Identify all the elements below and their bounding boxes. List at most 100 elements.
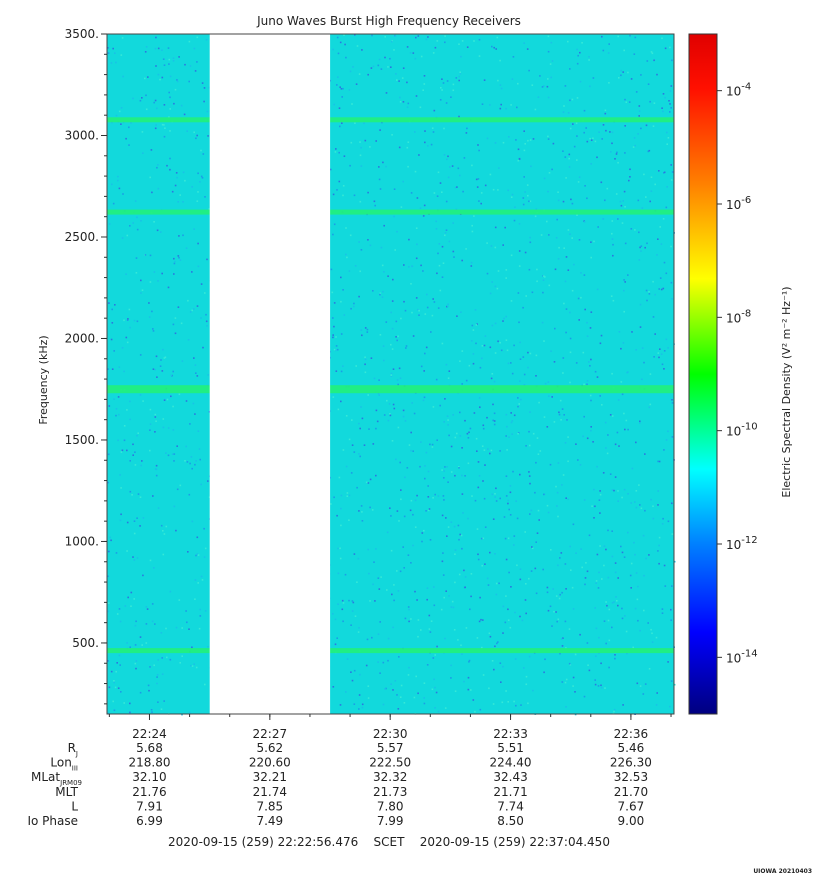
- noise-speck: [125, 273, 127, 275]
- noise-speck: [370, 357, 373, 359]
- noise-speck: [168, 91, 170, 94]
- y-tick-label: 2000.: [65, 331, 99, 345]
- noise-speck: [579, 51, 581, 54]
- noise-speck: [619, 200, 622, 203]
- noise-speck: [459, 411, 461, 414]
- noise-speck: [422, 270, 424, 272]
- noise-speck: [652, 505, 654, 507]
- noise-speck: [416, 494, 418, 497]
- noise-speck: [396, 230, 398, 233]
- noise-speck: [207, 135, 209, 137]
- noise-speck: [120, 513, 122, 516]
- data-gap: [209, 34, 331, 714]
- noise-speck: [523, 42, 525, 44]
- noise-speck: [657, 460, 659, 463]
- noise-speck: [447, 419, 449, 421]
- x-tick-label: 22:27: [253, 727, 288, 741]
- noise-speck: [499, 450, 501, 452]
- noise-speck: [204, 683, 206, 686]
- noise-speck: [547, 609, 550, 612]
- noise-speck: [350, 307, 352, 310]
- noise-speck: [459, 72, 462, 75]
- noise-speck: [657, 238, 659, 240]
- noise-speck: [206, 258, 208, 261]
- noise-speck: [404, 420, 407, 422]
- noise-speck: [431, 446, 434, 448]
- noise-speck: [560, 552, 563, 554]
- noise-speck: [406, 46, 409, 48]
- noise-speck: [646, 299, 648, 302]
- noise-speck: [469, 427, 472, 430]
- noise-speck: [133, 559, 136, 561]
- noise-speck: [442, 552, 444, 554]
- noise-speck: [204, 610, 207, 612]
- noise-speck: [598, 131, 600, 133]
- noise-speck: [167, 47, 170, 49]
- noise-speck: [431, 127, 434, 129]
- noise-speck: [118, 413, 120, 416]
- noise-speck: [205, 320, 208, 323]
- noise-speck: [638, 259, 641, 261]
- noise-speck: [652, 316, 655, 318]
- noise-speck: [149, 408, 152, 411]
- noise-speck: [509, 514, 512, 516]
- noise-speck: [658, 562, 660, 565]
- noise-speck: [652, 517, 655, 520]
- noise-speck: [656, 692, 658, 694]
- noise-speck: [496, 36, 499, 39]
- noise-speck: [380, 68, 383, 70]
- noise-speck: [445, 229, 448, 231]
- noise-speck: [402, 409, 405, 412]
- noise-speck: [577, 181, 580, 183]
- noise-speck: [152, 495, 154, 497]
- noise-speck: [196, 61, 198, 63]
- noise-speck: [392, 689, 394, 691]
- noise-speck: [392, 278, 394, 281]
- noise-speck: [540, 234, 543, 236]
- noise-speck: [409, 509, 412, 512]
- noise-speck: [196, 36, 199, 39]
- noise-speck: [393, 215, 395, 218]
- noise-speck: [458, 115, 460, 118]
- noise-speck: [333, 496, 335, 499]
- noise-speck: [648, 554, 650, 556]
- noise-speck: [122, 193, 124, 195]
- noise-speck: [189, 711, 191, 714]
- noise-speck: [351, 103, 353, 105]
- noise-speck: [627, 274, 629, 276]
- noise-speck: [391, 300, 394, 302]
- noise-speck: [360, 329, 363, 331]
- noise-speck: [423, 75, 426, 77]
- noise-speck: [199, 615, 202, 617]
- noise-speck: [110, 670, 113, 673]
- noise-speck: [529, 241, 532, 244]
- noise-speck: [393, 188, 396, 190]
- noise-speck: [530, 570, 533, 572]
- noise-speck: [411, 402, 413, 404]
- noise-speck: [620, 381, 623, 383]
- noise-speck: [136, 228, 139, 231]
- noise-speck: [608, 608, 611, 611]
- noise-speck: [593, 240, 595, 243]
- noise-speck: [468, 364, 471, 367]
- noise-speck: [330, 503, 332, 505]
- noise-speck: [166, 656, 168, 659]
- noise-speck: [489, 551, 491, 554]
- noise-speck: [551, 396, 553, 398]
- noise-speck: [341, 608, 344, 611]
- noise-speck: [452, 414, 454, 416]
- noise-speck: [199, 181, 201, 183]
- noise-speck: [562, 637, 564, 639]
- x-tick-label: 22:36: [614, 727, 649, 741]
- noise-speck: [588, 59, 590, 61]
- noise-speck: [381, 121, 383, 124]
- noise-speck: [631, 331, 633, 333]
- noise-speck: [513, 544, 515, 546]
- noise-speck: [482, 674, 485, 676]
- noise-speck: [495, 593, 498, 596]
- noise-speck: [386, 589, 388, 591]
- noise-speck: [600, 662, 602, 665]
- noise-speck: [669, 705, 671, 708]
- noise-speck: [499, 497, 501, 500]
- noise-speck: [165, 525, 168, 528]
